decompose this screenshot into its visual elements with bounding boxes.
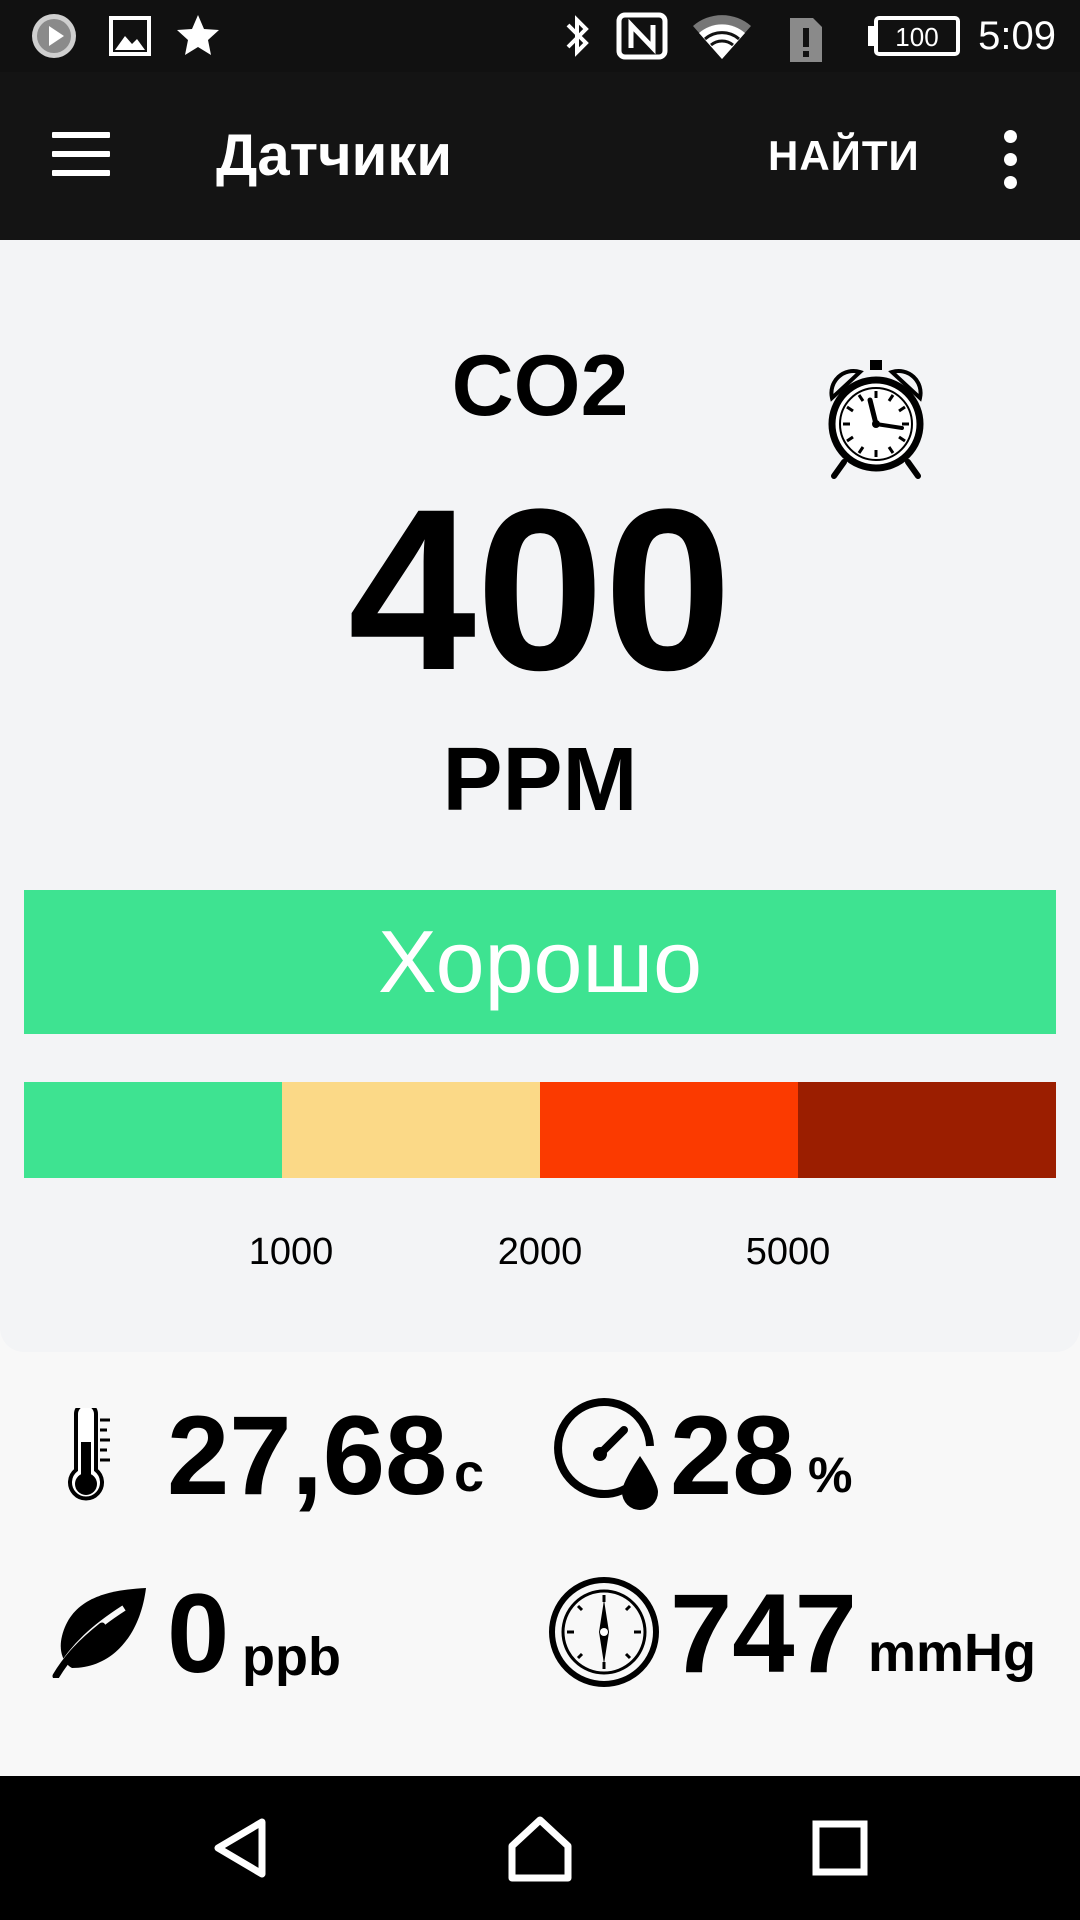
pressure-reading[interactable]: 747 mmHg <box>548 1574 1048 1694</box>
sensor-name: CO2 <box>451 338 629 434</box>
barometer-icon <box>549 1577 659 1687</box>
app-bar: Датчики НАЙТИ <box>0 72 1080 240</box>
scale-threshold-label: 1000 <box>248 1231 334 1273</box>
hamburger-menu-icon[interactable] <box>52 132 112 176</box>
temperature-reading[interactable]: 27,68 c <box>52 1396 512 1516</box>
status-time: 5:09 <box>978 14 1056 58</box>
wifi-icon <box>693 15 751 59</box>
scale-segment-moderate <box>282 1082 540 1178</box>
pressure-unit: mmHg <box>868 1623 1037 1683</box>
co2-unit: PPM <box>442 730 638 830</box>
back-icon[interactable] <box>204 1812 276 1884</box>
voc-value: 0 <box>167 1571 230 1696</box>
voc-unit: ppb <box>242 1627 341 1687</box>
overflow-menu-icon[interactable] <box>996 130 1032 190</box>
thermometer-icon <box>68 1408 110 1501</box>
star-icon <box>177 15 219 55</box>
humidity-reading[interactable]: 28 % <box>552 1396 852 1516</box>
pressure-value: 747 <box>670 1571 857 1696</box>
co2-value: 400 <box>348 461 732 718</box>
co2-sensor-card[interactable]: CO2 400 PPM Хорошо 1000 2000 5000 <box>0 240 1080 1352</box>
page-title: Датчики <box>216 123 452 188</box>
scale-threshold-label: 2000 <box>497 1231 583 1273</box>
co2-scale-bar <box>24 1082 1056 1178</box>
recents-icon[interactable] <box>804 1812 876 1884</box>
scale-threshold-label: 5000 <box>745 1231 831 1273</box>
temperature-unit: c <box>454 1443 485 1503</box>
nfc-icon <box>616 12 668 60</box>
play-icon <box>32 14 76 58</box>
scale-segment-bad <box>798 1082 1056 1178</box>
find-button[interactable]: НАЙТИ <box>768 132 920 179</box>
humidity-unit: % <box>808 1447 853 1503</box>
scale-segment-poor <box>540 1082 798 1178</box>
alarm-clock-icon[interactable] <box>824 358 928 480</box>
status-bar: 100 5:09 <box>0 0 1080 72</box>
leaf-icon <box>52 1588 146 1678</box>
image-icon <box>109 16 151 56</box>
navigation-bar <box>0 1776 1080 1920</box>
home-icon[interactable] <box>504 1812 576 1884</box>
bluetooth-icon <box>566 15 589 57</box>
humidity-gauge-icon <box>554 1398 658 1510</box>
battery-icon: 100 <box>868 16 960 56</box>
sim-alert-icon <box>790 18 822 62</box>
voc-reading[interactable]: 0 ppb <box>52 1574 452 1694</box>
scale-segment-good <box>24 1082 282 1178</box>
humidity-value: 28 <box>670 1393 795 1518</box>
air-quality-status: Хорошо <box>24 890 1056 1034</box>
svg-text:100: 100 <box>895 22 938 52</box>
temperature-value: 27,68 <box>167 1393 448 1518</box>
